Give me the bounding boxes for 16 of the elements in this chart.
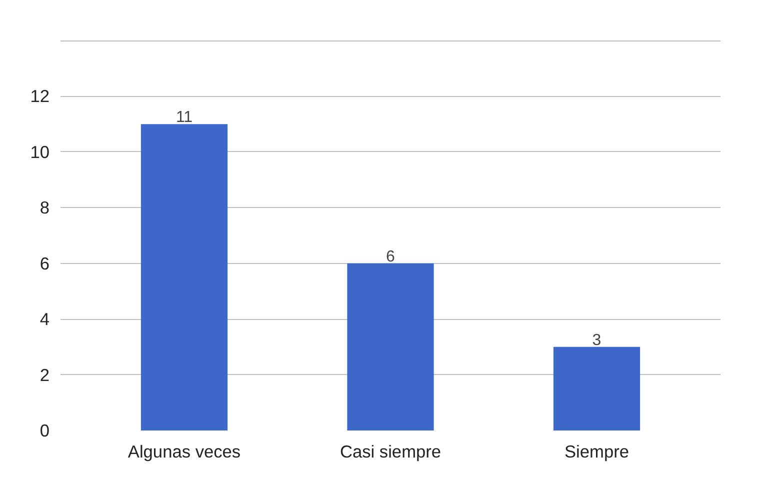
- x-tick-label: Casi siempre: [340, 442, 442, 462]
- y-tick-label: 6: [40, 253, 50, 274]
- data-label: 6: [386, 248, 396, 266]
- data-label: 11: [176, 109, 193, 126]
- y-tick-label: 8: [40, 198, 50, 218]
- bar: [553, 346, 640, 430]
- y-tick-label: 4: [40, 309, 50, 330]
- bar: [347, 263, 434, 430]
- y-tick-label: 10: [30, 142, 50, 162]
- y-tick-label: 12: [30, 86, 50, 106]
- bar: [140, 124, 228, 430]
- x-tick-label: Siempre: [564, 442, 630, 462]
- data-label: 3: [592, 332, 602, 349]
- y-tick-label: 2: [40, 364, 50, 385]
- y-tick-label: 0: [40, 420, 50, 440]
- x-tick-label: Algunas veces: [128, 442, 241, 462]
